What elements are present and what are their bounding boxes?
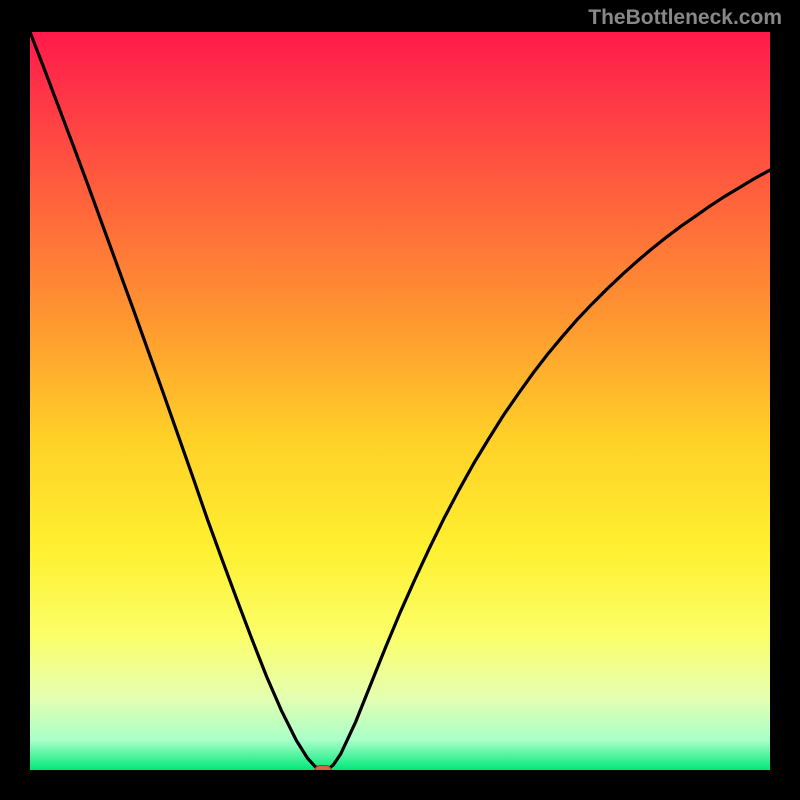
bottleneck-curve — [30, 32, 770, 770]
marker-rect — [315, 766, 331, 771]
minimum-marker — [315, 765, 332, 770]
watermark-text: TheBottleneck.com — [588, 6, 782, 30]
curve-path — [30, 32, 770, 770]
plot-area — [30, 32, 770, 770]
